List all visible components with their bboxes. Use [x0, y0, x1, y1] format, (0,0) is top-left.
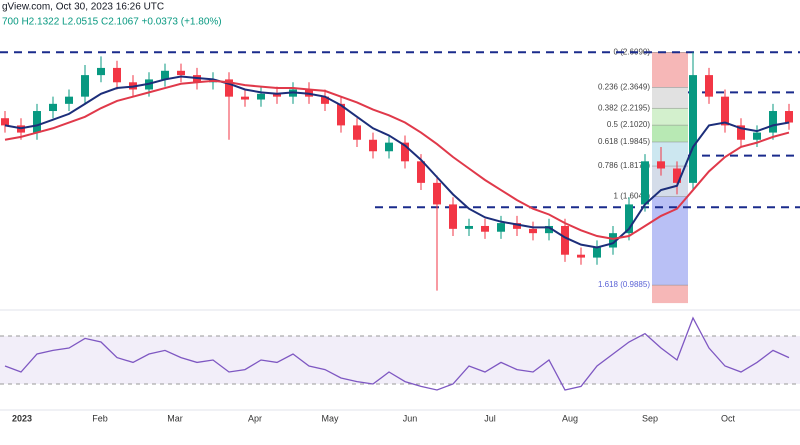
candle-body — [785, 111, 793, 123]
candle-body — [673, 168, 681, 183]
candle-body — [241, 96, 249, 100]
candle-body — [417, 161, 425, 183]
candle-body — [353, 125, 361, 140]
candle-body — [465, 225, 473, 229]
candle-body — [257, 93, 265, 100]
rsi-line — [4, 316, 790, 391]
x-tick-label: Mar — [167, 413, 183, 423]
fib-label: 0.5 (2.1020) — [607, 120, 650, 129]
x-tick-label: Apr — [248, 413, 262, 423]
candle-body — [369, 139, 377, 152]
candle-body — [545, 225, 553, 234]
moving-average — [4, 75, 790, 249]
candle-body — [641, 161, 649, 205]
candle-body — [737, 125, 745, 140]
fib-label: 1 (1.6045) — [614, 192, 651, 201]
fib-label: 0.236 (2.3649) — [598, 82, 650, 91]
candle-body — [753, 132, 761, 140]
candle-body — [65, 96, 73, 104]
candle-body — [513, 223, 521, 229]
candle-body — [721, 96, 729, 126]
x-tick-label: 2023 — [12, 413, 32, 423]
header: gView.com, Oct 30, 2023 16:26 UTC — [2, 2, 164, 13]
fib-label: 0.382 (2.2195) — [598, 103, 650, 112]
x-tick-label: Jun — [403, 413, 418, 423]
x-tick-label: Aug — [562, 413, 578, 423]
x-tick-label: Sep — [642, 413, 658, 423]
fib-label: 0.786 (1.8171) — [598, 161, 650, 170]
fib-label: 0.618 (1.9845) — [598, 137, 650, 146]
x-tick-label: May — [321, 413, 339, 423]
candle-body — [1, 118, 9, 126]
candle-body — [97, 67, 105, 76]
candle-body — [225, 79, 233, 97]
candle-body — [113, 67, 121, 83]
fib-band — [652, 87, 688, 109]
candle-body — [321, 96, 329, 104]
ohlc-line: 700 H2.1322 L2.0515 C2.1067 +0.0373 (+1.… — [2, 17, 222, 28]
candle-body — [689, 75, 697, 183]
candle-body — [577, 254, 585, 258]
candle-body — [705, 75, 713, 97]
candle-body — [497, 223, 505, 232]
fib-band — [652, 285, 688, 304]
fib-band — [652, 196, 688, 286]
candle-body — [449, 204, 457, 229]
x-tick-label: Feb — [92, 413, 108, 423]
candle-body — [177, 70, 185, 76]
candle-body — [769, 111, 777, 133]
x-tick-label: Jul — [484, 413, 496, 423]
x-tick-label: Oct — [721, 413, 736, 423]
candle-body — [337, 103, 345, 126]
moving-average — [4, 79, 790, 240]
candle-body — [609, 233, 617, 248]
candle-body — [81, 75, 89, 97]
fib-band — [652, 52, 688, 88]
candle-body — [33, 111, 41, 133]
candle-body — [273, 93, 281, 97]
candle-body — [481, 225, 489, 232]
candle-body — [385, 142, 393, 152]
candle-body — [161, 70, 169, 80]
candle-body — [657, 161, 665, 169]
candle-body — [561, 225, 569, 255]
candle-body — [433, 182, 441, 205]
candle-body — [625, 204, 633, 234]
candle-body — [529, 228, 537, 234]
fib-band — [652, 108, 688, 126]
candle-body — [593, 247, 601, 258]
fib-band — [652, 125, 688, 142]
fib-label: 1.618 (0.9885) — [598, 280, 650, 289]
candle-body — [49, 103, 57, 112]
candle-body — [401, 142, 409, 162]
rsi-band — [0, 336, 800, 384]
